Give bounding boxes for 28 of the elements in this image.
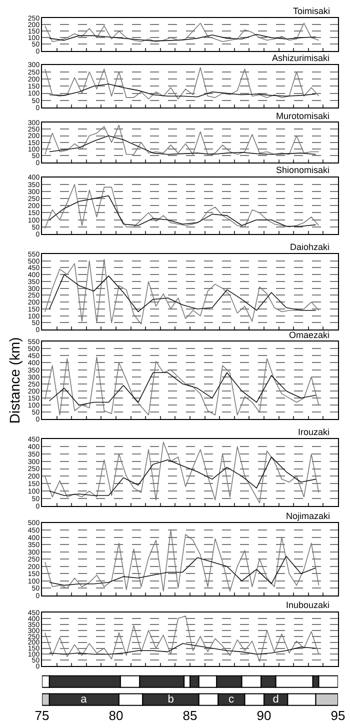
- data-label: d: [272, 694, 279, 706]
- line-series: [49, 84, 316, 98]
- chart-title: Shionomisaki: [276, 165, 330, 175]
- line-series: [49, 556, 316, 586]
- y-axis-title: Distance (km): [6, 337, 23, 424]
- chart-title: Irouzaki: [298, 427, 330, 437]
- x-tick-label: 90: [256, 708, 272, 723]
- line-series: [49, 643, 316, 655]
- chart-title: Nojimazaki: [286, 511, 330, 521]
- line-series: [49, 456, 316, 496]
- data-label: a: [80, 694, 88, 706]
- data-label: b: [168, 694, 174, 706]
- x-tick-label: 75: [34, 708, 50, 723]
- line-series: [49, 195, 316, 227]
- chart-title: Omaezaki: [289, 330, 330, 340]
- line-series: [49, 372, 316, 406]
- data-label: c: [228, 694, 234, 706]
- line-series: [49, 274, 316, 312]
- line-series: [49, 135, 316, 155]
- line-series: [49, 34, 316, 42]
- chart-title: Ashizurimisaki: [272, 53, 330, 63]
- chart-title: Inubouzaki: [286, 600, 330, 610]
- chart-title: Toimisaki: [293, 6, 330, 16]
- chart-title: Daiohzaki: [290, 242, 330, 252]
- x-tick-label: 85: [182, 708, 198, 723]
- x-tick-label: 80: [108, 708, 124, 723]
- x-tick-label: 95: [330, 708, 346, 723]
- chart-title: Murotomisaki: [276, 111, 330, 121]
